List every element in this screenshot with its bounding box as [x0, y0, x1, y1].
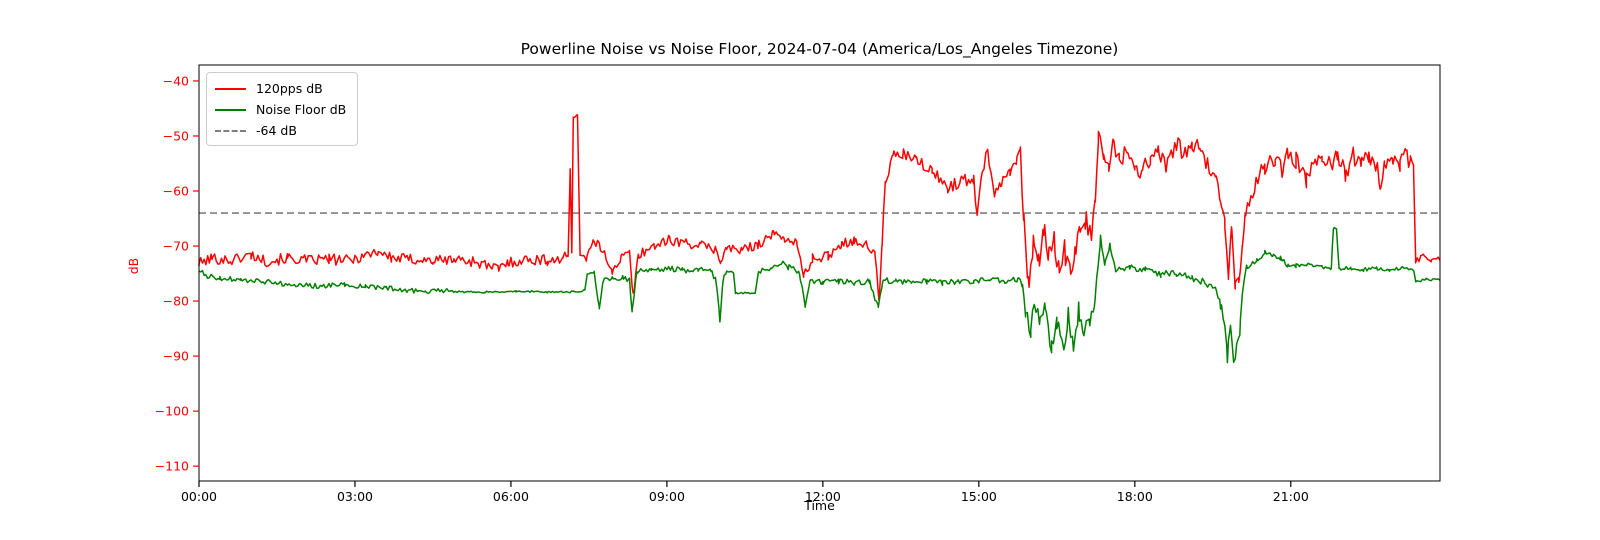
y-tick-label: −50 [163, 128, 189, 143]
legend-entry-noise-floor: Noise Floor dB [215, 99, 349, 120]
y-tick-label: −110 [155, 459, 189, 474]
chart-title: Powerline Noise vs Noise Floor, 2024-07-… [520, 40, 1119, 58]
x-tick-label: 09:00 [649, 489, 685, 504]
legend-label-threshold: -64 dB [256, 123, 297, 138]
y-tick-label: −80 [163, 294, 189, 309]
legend-entry-threshold: -64 dB [215, 120, 349, 141]
x-tick-label: 06:00 [493, 489, 529, 504]
legend-label-120pps: 120pps dB [256, 81, 323, 96]
series-line-noise-floor [198, 226, 1441, 364]
plot-frame [198, 64, 1441, 482]
x-tick-label: 12:00 [805, 489, 841, 504]
series-line-120pps [198, 114, 1441, 302]
y-tick-label: −40 [163, 73, 189, 88]
red-line-swatch-icon [215, 87, 246, 90]
legend-entry-120pps: 120pps dB [215, 78, 349, 99]
x-tick-label: 03:00 [337, 489, 373, 504]
x-tick-label: 00:00 [181, 489, 217, 504]
green-line-swatch-icon [215, 108, 246, 111]
y-axis-label: dB [126, 257, 141, 275]
y-tick-label: −100 [155, 404, 189, 419]
x-tick-label: 18:00 [1117, 489, 1153, 504]
y-tick-label: −70 [163, 239, 189, 254]
legend: 120pps dB Noise Floor dB -64 dB [206, 72, 358, 146]
y-tick-label: −90 [163, 349, 189, 364]
legend-label-noise-floor: Noise Floor dB [256, 102, 347, 117]
x-tick-label: 21:00 [1273, 489, 1309, 504]
y-tick-label: −60 [163, 184, 189, 199]
x-tick-label: 15:00 [961, 489, 997, 504]
x-axis-label: Time [804, 498, 835, 513]
gray-dashed-swatch-icon [215, 129, 246, 132]
